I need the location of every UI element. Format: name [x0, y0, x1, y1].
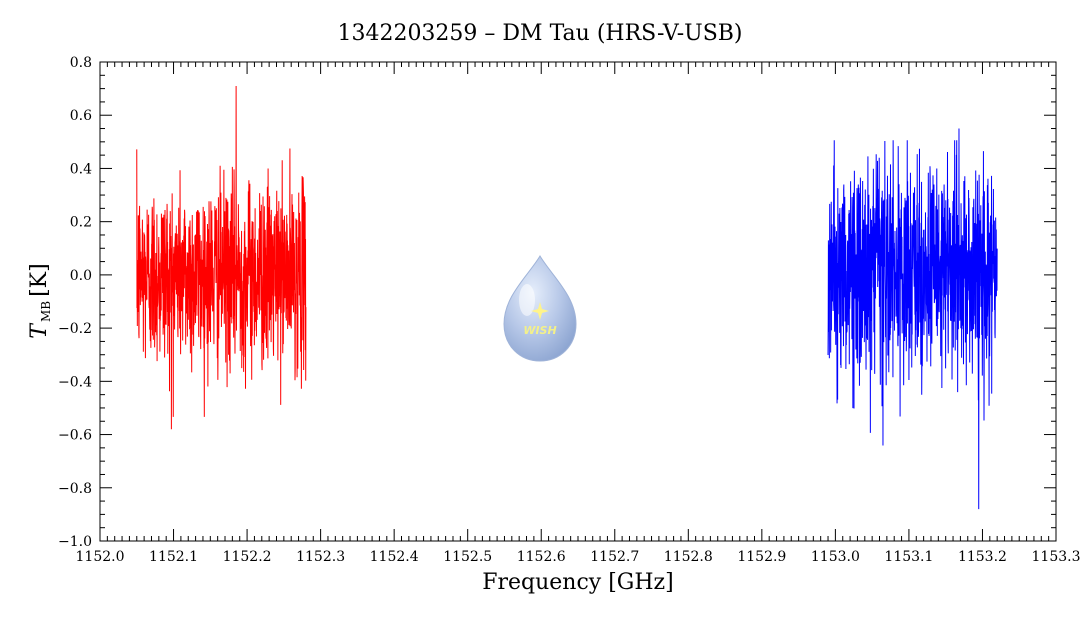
y-tick-label: 0.4 [70, 161, 92, 177]
y-tick-label: 0.0 [70, 268, 92, 284]
svg-text:TMB[K]: TMB [K] [27, 263, 53, 338]
y-axis-symbol: T [27, 322, 52, 339]
x-tick-label: 1152.9 [737, 549, 786, 565]
ticks-layer: 1152.0 1152.1 1152.2 1152.3 1152.4 1152.5 1152… [58, 55, 1080, 565]
x-tick-label: 1152.1 [149, 549, 198, 565]
y-tick-label: 0.6 [70, 108, 92, 124]
wish-logo: WISH [503, 255, 577, 362]
x-tick-label: 1153.1 [884, 549, 933, 565]
x-tick-label: 1152.6 [517, 549, 566, 565]
star-icon [531, 302, 549, 320]
y-axis-unit: [K] [27, 263, 52, 297]
y-axis-label: TMB [K] [27, 263, 53, 338]
y-tick-label: 0.2 [70, 215, 92, 231]
x-tick-label: 1152.3 [296, 549, 345, 565]
y-tick-label: 0.8 [70, 55, 92, 71]
x-tick-label: 1152.0 [76, 549, 125, 565]
x-tick-label: 1152.7 [590, 549, 639, 565]
series-blue-line [827, 128, 998, 510]
x-tick-label: 1153.0 [811, 549, 860, 565]
y-axis-subscript: MB [39, 301, 53, 322]
x-tick-label: 1153.3 [1032, 549, 1080, 565]
y-tick-label: −0.2 [58, 321, 92, 337]
y-tick-label: −0.4 [58, 374, 92, 390]
drop-highlight [519, 284, 535, 316]
x-tick-label: 1152.2 [223, 549, 272, 565]
logo-text: WISH [523, 324, 556, 337]
y-tick-label: −1.0 [58, 534, 92, 550]
x-tick-label: 1153.2 [958, 549, 1007, 565]
x-tick-label: 1152.8 [664, 549, 713, 565]
x-tick-label: 1152.5 [443, 549, 492, 565]
series-red-line [136, 85, 307, 430]
series-layer [136, 85, 998, 510]
y-tick-label: −0.8 [58, 481, 92, 497]
chart-title: 1342203259 – DM Tau (HRS-V-USB) [337, 21, 742, 46]
y-tick-label: −0.6 [58, 428, 92, 444]
x-axis-label: Frequency [GHz] [482, 570, 674, 595]
x-tick-label: 1152.4 [370, 549, 419, 565]
